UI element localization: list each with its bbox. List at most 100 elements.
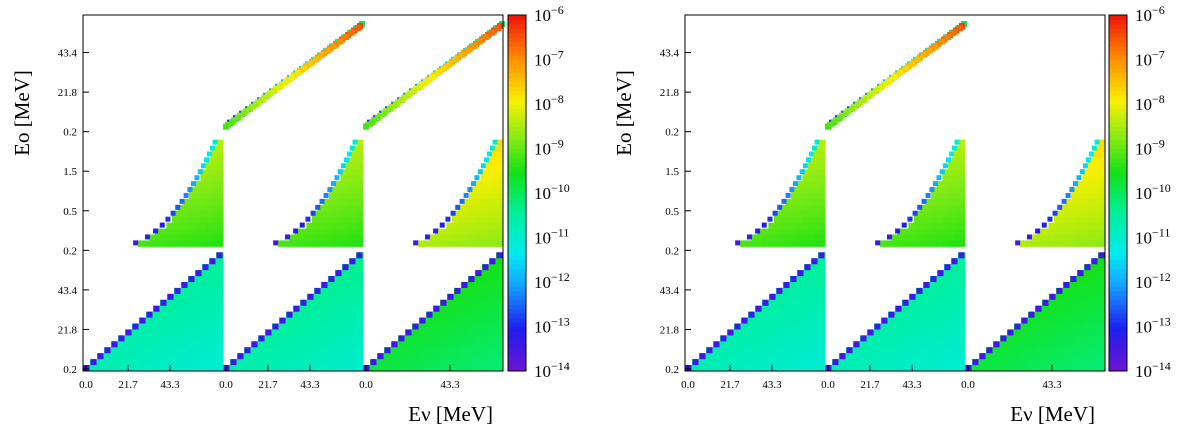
bin <box>195 193 201 199</box>
bin <box>289 74 295 80</box>
bin <box>183 240 189 246</box>
bin <box>342 335 350 341</box>
bin <box>217 234 223 240</box>
bin <box>748 324 756 330</box>
bin <box>769 318 777 324</box>
bin <box>181 347 189 353</box>
bin <box>212 187 218 193</box>
bin <box>178 217 184 223</box>
edge-bin <box>1085 264 1091 270</box>
colorbar-band <box>1109 86 1127 91</box>
bin <box>161 240 167 246</box>
bin <box>1042 335 1050 341</box>
bin <box>381 110 387 116</box>
bin <box>461 312 469 318</box>
bin <box>352 163 358 169</box>
bin <box>948 223 954 229</box>
bin <box>888 318 896 324</box>
bin <box>895 335 903 341</box>
bin <box>454 300 462 306</box>
bin <box>1020 240 1026 246</box>
bin <box>763 240 769 246</box>
bin <box>247 106 253 112</box>
bin <box>1077 223 1083 229</box>
bin <box>167 300 175 306</box>
bin <box>357 217 363 223</box>
edge-bin <box>868 329 874 335</box>
bin <box>831 119 837 125</box>
bin <box>1084 300 1092 306</box>
edge-bin <box>952 146 957 151</box>
bin <box>482 312 490 318</box>
bin <box>212 240 218 246</box>
bin <box>172 240 178 246</box>
bin <box>1063 329 1071 335</box>
bin <box>293 312 301 318</box>
bin <box>429 240 435 246</box>
bin <box>475 276 483 282</box>
bin <box>780 234 786 240</box>
bin <box>174 312 182 318</box>
bin <box>783 294 791 300</box>
bin <box>1082 223 1088 229</box>
bin <box>300 335 308 341</box>
bin <box>433 335 441 341</box>
edge-bin <box>451 211 456 216</box>
edge-bin <box>1015 324 1021 330</box>
bin <box>440 347 448 353</box>
colorbar-band <box>508 353 526 358</box>
bin <box>948 199 954 205</box>
bin <box>734 347 742 353</box>
bin <box>925 205 931 211</box>
bin <box>902 341 910 347</box>
bin <box>352 240 358 246</box>
bin <box>329 223 335 229</box>
bin <box>1007 347 1015 353</box>
bin <box>279 347 287 353</box>
bin <box>853 347 861 353</box>
edge-bin <box>936 175 941 180</box>
edge-bin <box>105 347 111 353</box>
edge-bin <box>204 157 209 162</box>
bin <box>318 211 324 217</box>
bin <box>492 175 498 181</box>
bin <box>461 288 469 294</box>
bin <box>944 329 952 335</box>
bin <box>167 335 175 341</box>
bin <box>916 294 924 300</box>
bin <box>867 92 873 98</box>
edge-bin <box>798 270 804 276</box>
bin <box>342 312 350 318</box>
bin <box>321 359 329 365</box>
edge-bin <box>854 341 860 347</box>
bin <box>937 217 943 223</box>
bin <box>769 306 777 312</box>
bin <box>951 353 959 359</box>
edge-bin <box>474 175 479 180</box>
bin <box>469 217 475 223</box>
bin <box>762 306 770 312</box>
bin <box>356 258 364 264</box>
bin <box>483 34 489 40</box>
edge-bin <box>903 300 909 306</box>
bin <box>1056 329 1064 335</box>
bin <box>265 335 273 341</box>
bin <box>216 270 224 276</box>
bin <box>951 306 959 312</box>
bin <box>167 353 175 359</box>
bin <box>492 205 498 211</box>
bin <box>475 335 483 341</box>
bin <box>258 347 266 353</box>
edge-bin <box>1080 169 1085 174</box>
bin <box>286 341 294 347</box>
bin <box>914 217 920 223</box>
bin <box>881 324 889 330</box>
bin <box>888 329 896 335</box>
bin <box>930 324 938 330</box>
bin <box>301 65 307 71</box>
bin <box>783 318 791 324</box>
bin <box>217 146 223 152</box>
bin <box>958 264 966 270</box>
bin <box>356 347 364 353</box>
bin <box>346 211 352 217</box>
